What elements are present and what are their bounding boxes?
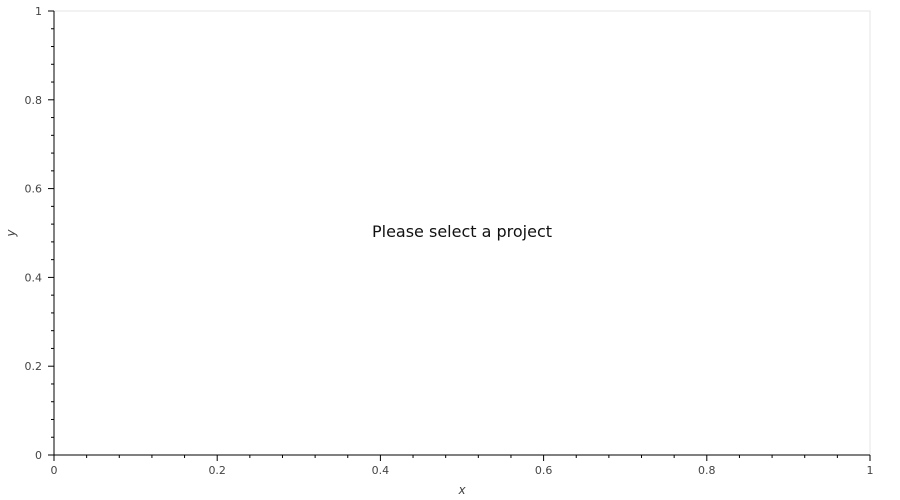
x-axis-ticks: 0 0.2 0.4 0.6 0.8 1 [51, 455, 874, 477]
y-tick-label: 0.4 [25, 271, 43, 284]
y-tick-label: 0.6 [25, 183, 43, 196]
x-tick-label: 0 [51, 464, 58, 477]
y-tick-label: 0 [35, 449, 42, 462]
x-axis-label: x [457, 483, 466, 497]
y-axis-label: y [4, 229, 18, 238]
y-tick-label: 0.8 [25, 94, 43, 107]
x-tick-label: 0.4 [372, 464, 390, 477]
y-tick-label: 1 [35, 5, 42, 18]
x-tick-label: 0.8 [698, 464, 716, 477]
x-tick-label: 0.6 [535, 464, 553, 477]
y-tick-label: 0.2 [25, 360, 43, 373]
x-tick-label: 0.2 [208, 464, 226, 477]
y-axis-ticks: 0 0.2 0.4 0.6 0.8 1 [25, 5, 54, 462]
x-tick-label: 1 [867, 464, 874, 477]
empty-state-message: Please select a project [372, 222, 552, 241]
